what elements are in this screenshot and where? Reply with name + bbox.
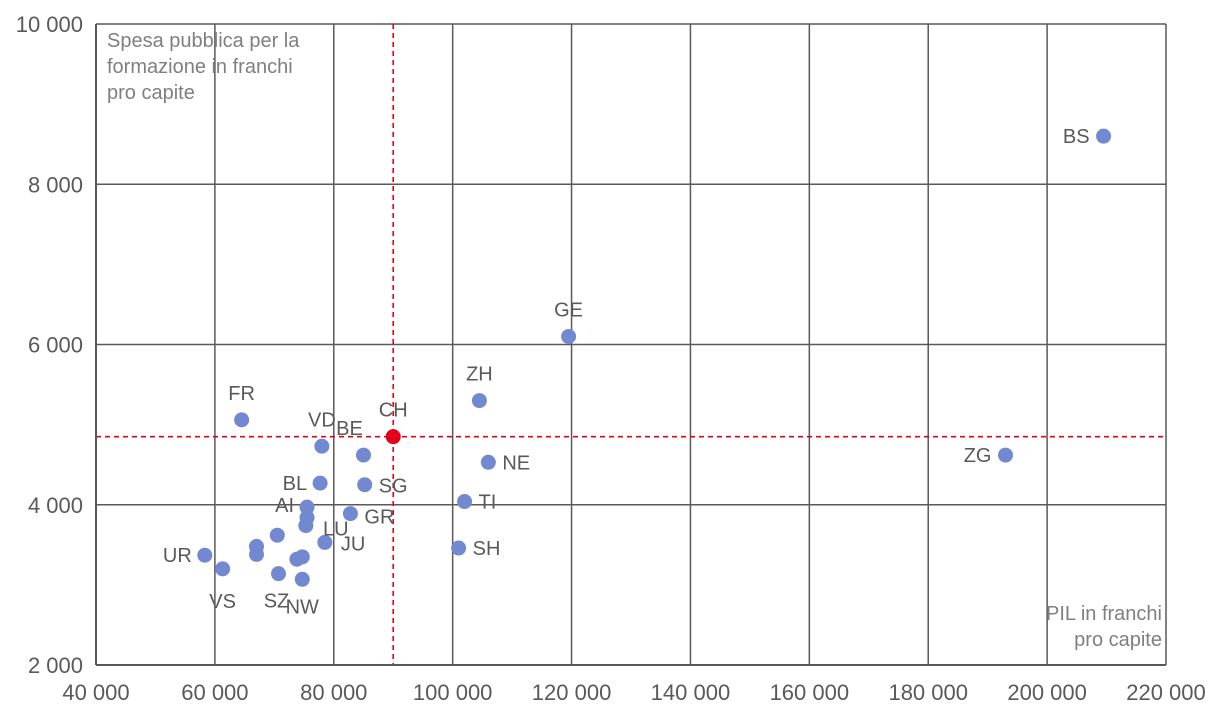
data-point: [356, 447, 371, 463]
y-axis-title-line-3: pro capite: [107, 82, 195, 104]
x-tick-label: 160 000: [770, 680, 850, 705]
y-tick-label: 6 000: [28, 333, 83, 358]
point-label: SG: [379, 476, 408, 498]
point-label: UR: [163, 545, 192, 567]
point-label: ZH: [466, 364, 493, 386]
grid: [95, 23, 1167, 666]
point-label: GR: [364, 507, 394, 529]
data-point: [1096, 128, 1112, 144]
point-label: JU: [341, 533, 365, 555]
data-point: [249, 546, 264, 562]
point-label: BL: [283, 473, 307, 495]
data-point: [298, 518, 314, 534]
data-point: [299, 499, 315, 515]
x-tick-label: 200 000: [1007, 680, 1087, 705]
data-point: [561, 328, 577, 344]
data-points: [197, 128, 1112, 587]
data-point: [317, 534, 333, 550]
point-label: VD: [308, 409, 336, 431]
data-point: [480, 454, 496, 470]
point-label: AI: [275, 495, 294, 517]
x-tick-label: 180 000: [888, 680, 968, 705]
x-tick-label: 100 000: [413, 680, 493, 705]
data-point: [269, 527, 285, 543]
data-point: [270, 566, 286, 582]
x-tick-label: 80 000: [300, 680, 367, 705]
data-point: [998, 447, 1013, 463]
point-label: SZ: [264, 591, 290, 613]
reference-lines: [96, 24, 1166, 665]
point-label: SH: [473, 538, 501, 560]
point-label: TI: [479, 492, 497, 514]
data-point: [289, 551, 305, 567]
point-label: LU: [323, 519, 349, 541]
x-tick-label: 120 000: [532, 680, 612, 705]
data-point: [342, 506, 358, 522]
y-axis-title: Spesa pubblica per la formazione in fran…: [107, 30, 300, 104]
x-tick-label: 220 000: [1126, 680, 1206, 705]
data-point: [197, 547, 213, 563]
x-tick-label: 140 000: [651, 680, 731, 705]
x-axis-title-line-2: pro capite: [1074, 629, 1162, 651]
point-label: NW: [286, 596, 319, 618]
x-axis-title: PIL in franchi pro capite: [1046, 603, 1162, 651]
data-point: [215, 561, 231, 577]
data-point: [294, 571, 310, 587]
data-point: [312, 475, 328, 491]
y-tick-label: 4 000: [28, 493, 83, 518]
reference-label: CH: [379, 400, 408, 422]
point-label: BS: [1063, 126, 1090, 148]
y-axis-title-line-2: formazione in franchi: [107, 56, 293, 78]
data-point: [234, 412, 250, 428]
data-point: [471, 393, 487, 409]
data-point: [457, 494, 473, 510]
y-tick-label: 10 000: [16, 12, 83, 37]
x-tick-label: 40 000: [62, 680, 129, 705]
axes: 40 000 60 000 80 000 100 000 120 000 140 000 1…: [16, 12, 1206, 705]
x-axis-title-line-1: PIL in franchi: [1046, 603, 1162, 625]
y-axis-title-line-1: Spesa pubblica per la: [107, 30, 300, 52]
y-tick-label: 2 000: [28, 653, 83, 678]
point-label: VS: [209, 591, 236, 613]
point-label: NE: [502, 452, 530, 474]
y-tick-label: 8 000: [28, 172, 83, 197]
reference-point: [385, 429, 401, 445]
data-point: [451, 540, 467, 556]
point-label: ZG: [964, 445, 992, 467]
point-label: FR: [228, 383, 255, 405]
point-label: BE: [336, 418, 363, 440]
point-label: GE: [554, 299, 583, 321]
data-point: [314, 438, 330, 454]
x-tick-label: 60 000: [181, 680, 248, 705]
data-point: [357, 477, 373, 493]
